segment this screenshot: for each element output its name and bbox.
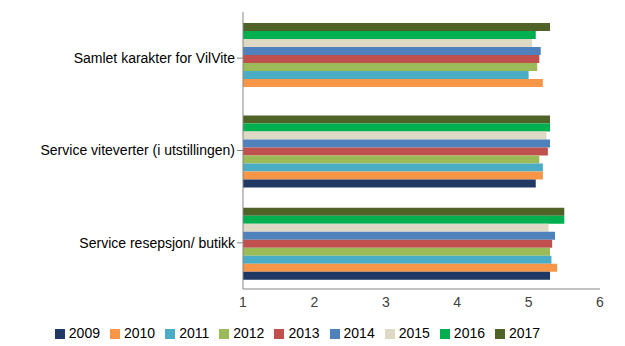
- html-text:2013: 2013: [288, 325, 320, 341]
- svg-text:6: 6: [596, 294, 604, 310]
- svg-text:Service viteverter (i utstilli: Service viteverter (i utstillingen): [40, 142, 235, 158]
- html-text:2011: 2011: [179, 325, 210, 341]
- html-text:2016: 2016: [453, 325, 485, 341]
- html-text:2015: 2015: [398, 325, 430, 341]
- html-text:2009: 2009: [68, 325, 100, 341]
- html-text:2014: 2014: [343, 325, 375, 341]
- svg-text:4: 4: [453, 294, 461, 310]
- svg-text:3: 3: [382, 294, 390, 310]
- svg-text:1: 1: [239, 294, 247, 310]
- svg-text:Samlet karakter for VilVite: Samlet karakter for VilVite: [74, 50, 236, 66]
- svg-text:5: 5: [525, 294, 533, 310]
- html-text:2010: 2010: [124, 325, 156, 341]
- svg-text:Service resepsjon/ butikk: Service resepsjon/ butikk: [79, 235, 236, 251]
- html-text:2017: 2017: [509, 325, 541, 341]
- html-text:2012: 2012: [233, 325, 265, 341]
- svg-text:2: 2: [311, 294, 319, 310]
